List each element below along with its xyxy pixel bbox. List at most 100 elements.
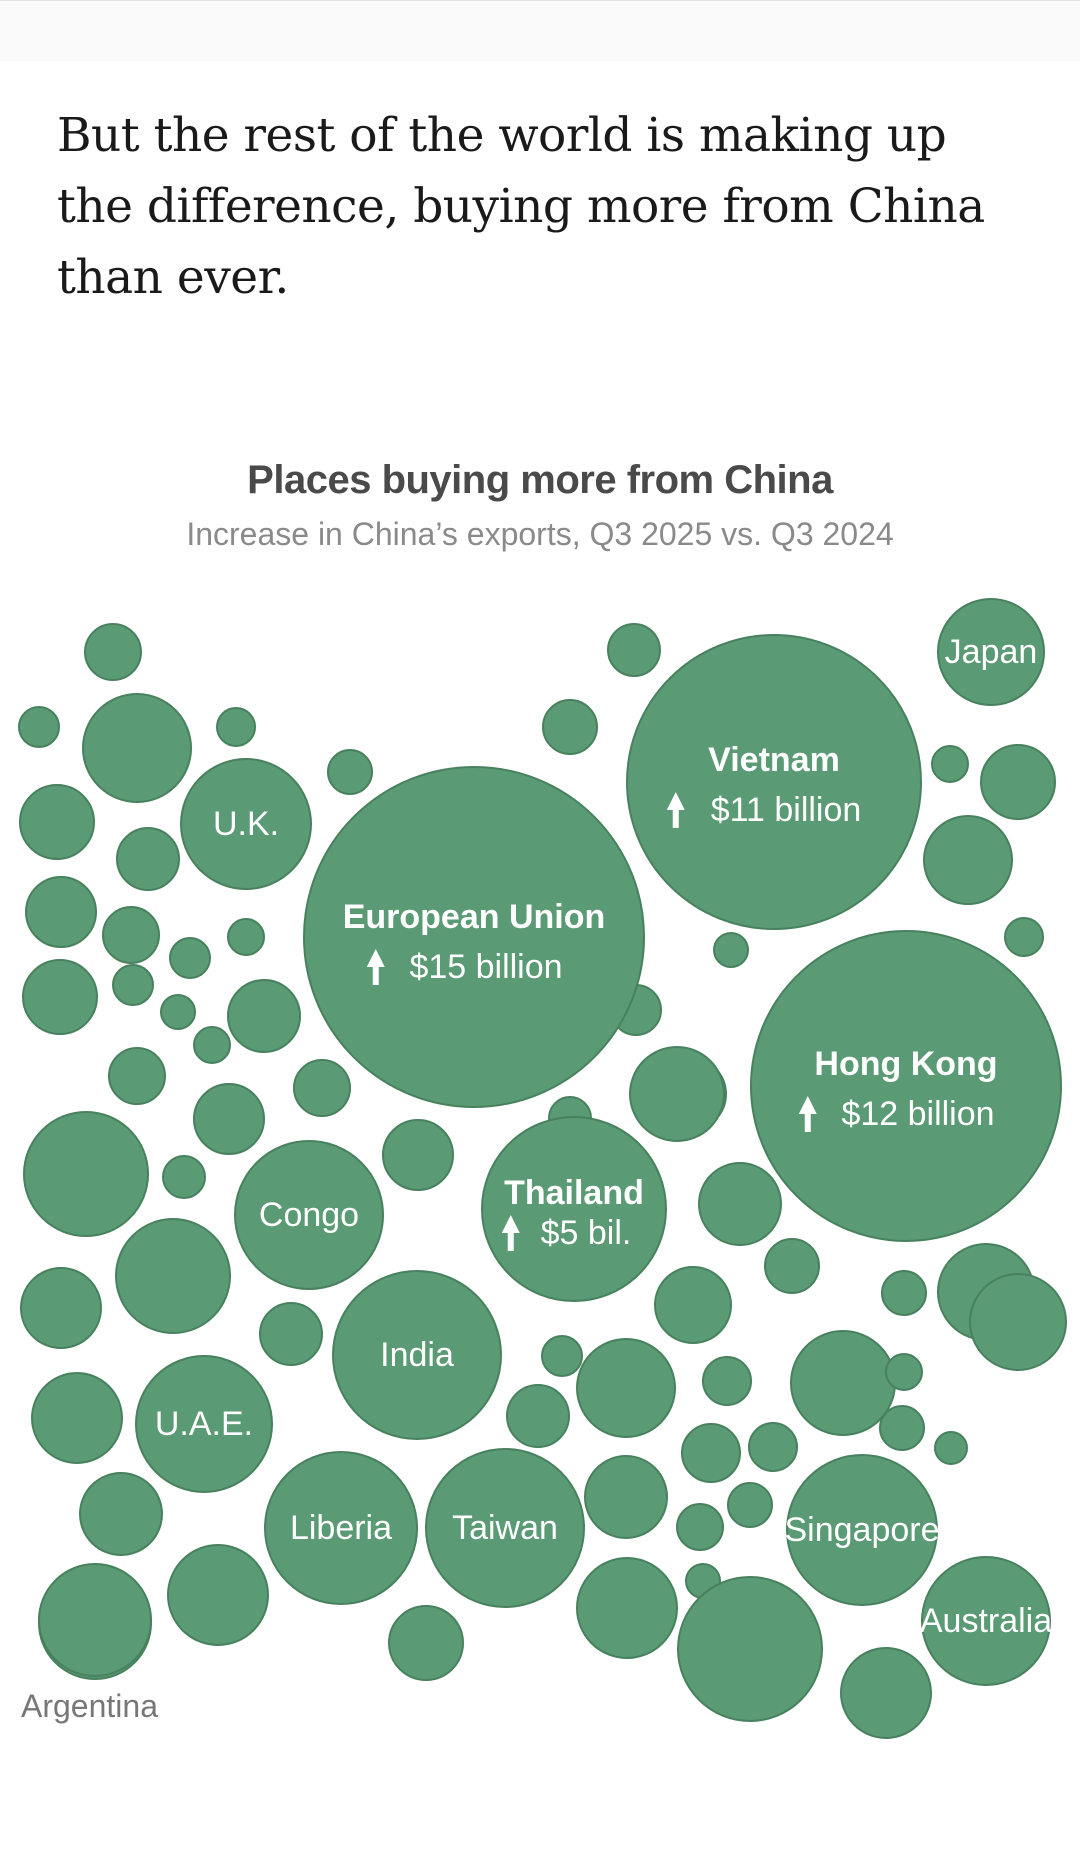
bubble-group-taiwan: Taiwan (425, 1448, 585, 1608)
bubble-unlabeled-49 (702, 1356, 752, 1406)
bubble-unlabeled-61 (576, 1557, 678, 1659)
bubble-label-u-k: U.K. (213, 805, 279, 843)
bubble-unlabeled-29 (167, 1544, 269, 1646)
bubble-unlabeled-35 (629, 1046, 725, 1142)
bubble-unlabeled-46 (541, 1335, 583, 1377)
bubble-thailand (481, 1116, 667, 1302)
bubble-group-thailand: Thailand$5 bil. (481, 1116, 667, 1302)
bubble-european-union (303, 766, 645, 1108)
bubble-unlabeled-19 (293, 1059, 351, 1117)
bubble-unlabeled-23 (115, 1218, 231, 1334)
bubble-australia (921, 1556, 1051, 1686)
chart-subtitle: Increase in China’s exports, Q3 2025 vs.… (186, 516, 894, 552)
bubble-unlabeled-47 (576, 1338, 676, 1438)
bubble-unlabeled-17 (108, 1047, 166, 1105)
bubble-value-thailand: $5 bil. (541, 1214, 632, 1252)
bubble-label-india: India (380, 1336, 454, 1374)
bubble-unlabeled-7 (116, 827, 180, 891)
bubble-liberia (264, 1451, 418, 1605)
bubble-group-singapore: Singapore (784, 1454, 940, 1606)
bubble-unlabeled-38 (931, 745, 969, 783)
bubble-unlabeled-22 (162, 1155, 206, 1199)
bubble-unlabeled-45 (654, 1266, 732, 1344)
bubble-unlabeled-59 (676, 1503, 724, 1551)
bubble-unlabeled-48 (506, 1384, 570, 1448)
bubble-unlabeled-20 (23, 1111, 149, 1237)
bubble-unlabeled-53 (879, 1405, 925, 1451)
bubble-group-hong-kong: Hong Kong $12 billion (750, 930, 1062, 1242)
argentina-label: Argentina (21, 1688, 158, 1724)
bubble-unlabeled-14 (160, 994, 196, 1030)
up-arrow-icon (501, 1215, 520, 1251)
bubble-label-thailand: Thailand (504, 1174, 644, 1212)
bubble-label-u-a-e: U.A.E. (155, 1405, 253, 1443)
bubble-unlabeled-62 (677, 1576, 823, 1722)
bubble-unlabeled-57 (584, 1455, 668, 1539)
bubble-label-congo: Congo (259, 1196, 359, 1234)
bubble-unlabeled-64 (969, 1273, 1067, 1371)
bubble-label-hong-kong: Hong Kong (814, 1045, 997, 1083)
up-arrow-icon (366, 949, 385, 985)
bubble-label-australia: Australia (920, 1602, 1052, 1640)
bubble-group-u-a-e: U.A.E. (135, 1355, 273, 1493)
bubble-unlabeled-5 (327, 749, 373, 795)
bubble-unlabeled-13 (112, 964, 154, 1006)
bubble-label-taiwan: Taiwan (452, 1509, 558, 1547)
bubble-u-k (180, 758, 312, 890)
bubble-unlabeled-18 (193, 1083, 265, 1155)
bubble-unlabeled-8 (25, 876, 97, 948)
bubble-unlabeled-3 (18, 706, 60, 748)
bubble-value-vietnam: $11 billion (711, 791, 862, 829)
bubble-unlabeled-27 (79, 1472, 163, 1556)
bubble-unlabeled-9 (102, 906, 160, 964)
bubble-unlabeled-56 (748, 1422, 798, 1472)
bubble-group-congo: Congo (234, 1140, 384, 1290)
bubble-unlabeled-11 (227, 918, 265, 956)
bubble-group-u-k: U.K. (180, 758, 312, 890)
bubble-unlabeled-24 (20, 1267, 102, 1349)
bubble-unlabeled-39 (980, 744, 1056, 820)
bubble-unlabeled-4 (216, 707, 256, 747)
up-arrow-icon (798, 1096, 817, 1132)
bubble-argentina (38, 1563, 152, 1677)
bubble-group-liberia: Liberia (264, 1451, 418, 1605)
bubble-unlabeled-52 (885, 1353, 923, 1391)
bubble-value-hong-kong: $12 billion (841, 1095, 994, 1133)
bubble-u-a-e (135, 1355, 273, 1493)
bubble-unlabeled-58 (727, 1482, 773, 1528)
bubble-japan (937, 598, 1045, 706)
bubble-unlabeled-25 (259, 1302, 323, 1366)
bubble-unlabeled-12 (22, 959, 98, 1035)
bubble-unlabeled-41 (1004, 917, 1044, 957)
bubble-unlabeled-55 (681, 1423, 741, 1483)
bubble-label-singapore: Singapore (784, 1511, 939, 1549)
bubble-taiwan (425, 1448, 585, 1608)
bubble-unlabeled-26 (31, 1372, 123, 1464)
bubble-unlabeled-16 (227, 979, 301, 1053)
bubble-unlabeled-42 (698, 1162, 782, 1246)
bubble-unlabeled-10 (169, 937, 211, 979)
bubble-group-vietnam: Vietnam $11 billion (626, 634, 922, 930)
article-lede: But the rest of the world is making up t… (57, 108, 985, 305)
top-band (0, 0, 1080, 61)
up-arrow-icon (666, 792, 685, 828)
bubble-unlabeled-50 (790, 1330, 896, 1436)
bubble-congo (234, 1140, 384, 1290)
bubble-unlabeled-15 (193, 1026, 231, 1064)
bubble-unlabeled-2 (82, 693, 192, 803)
bubble-label-liberia: Liberia (290, 1509, 392, 1547)
bubble-unlabeled-40 (923, 815, 1013, 905)
bubble-group-japan: Japan (937, 598, 1045, 706)
bubble-label-european-union: European Union (343, 898, 606, 936)
bubble-group-australia: Australia (920, 1556, 1052, 1686)
bubble-india (332, 1270, 502, 1440)
bubble-group-european-union: European Union $15 billion (303, 766, 645, 1108)
bubble-unlabeled-51 (881, 1270, 927, 1316)
bubble-unlabeled-1 (84, 623, 142, 681)
bubble-value-european-union: $15 billion (409, 948, 562, 986)
bubble-unlabeled-36 (542, 699, 598, 755)
bubble-singapore (786, 1454, 938, 1606)
bubble-unlabeled-6 (19, 784, 95, 860)
bubble-unlabeled-30 (388, 1605, 464, 1681)
